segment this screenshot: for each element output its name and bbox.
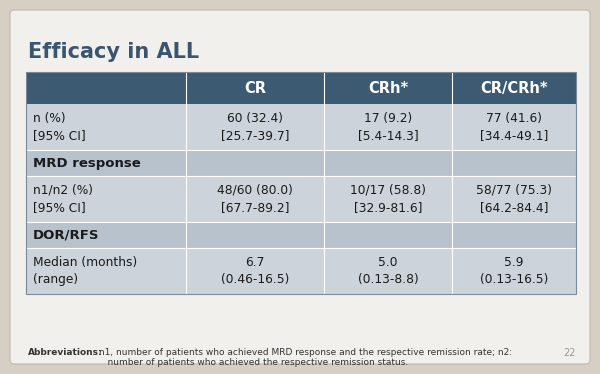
Text: 60 (32.4)
[25.7-39.7]: 60 (32.4) [25.7-39.7] bbox=[221, 112, 289, 142]
Text: Median (months)
(range): Median (months) (range) bbox=[33, 256, 137, 286]
Text: DOR/RFS: DOR/RFS bbox=[33, 229, 100, 242]
Text: CR: CR bbox=[244, 80, 266, 95]
Text: 10/17 (58.8)
[32.9-81.6]: 10/17 (58.8) [32.9-81.6] bbox=[350, 184, 426, 214]
Text: n (%)
[95% CI]: n (%) [95% CI] bbox=[33, 112, 86, 142]
Text: 17 (9.2)
[5.4-14.3]: 17 (9.2) [5.4-14.3] bbox=[358, 112, 418, 142]
Bar bbox=[26, 104, 576, 150]
Bar bbox=[26, 248, 576, 294]
Text: CRh*: CRh* bbox=[368, 80, 408, 95]
Bar bbox=[26, 222, 576, 248]
Bar bbox=[26, 72, 576, 294]
Text: 48/60 (80.0)
[67.7-89.2]: 48/60 (80.0) [67.7-89.2] bbox=[217, 184, 293, 214]
Text: Abbreviations:: Abbreviations: bbox=[28, 348, 103, 357]
Bar bbox=[26, 72, 576, 104]
Bar bbox=[26, 150, 576, 176]
Text: Efficacy in ALL: Efficacy in ALL bbox=[28, 42, 199, 62]
Text: 5.9
(0.13-16.5): 5.9 (0.13-16.5) bbox=[480, 256, 548, 286]
Text: n1, number of patients who achieved MRD response and the respective remission ra: n1, number of patients who achieved MRD … bbox=[96, 348, 512, 367]
Text: 6.7
(0.46-16.5): 6.7 (0.46-16.5) bbox=[221, 256, 289, 286]
Text: 5.0
(0.13-8.8): 5.0 (0.13-8.8) bbox=[358, 256, 418, 286]
Bar bbox=[26, 176, 576, 222]
Text: n1/n2 (%)
[95% CI]: n1/n2 (%) [95% CI] bbox=[33, 184, 93, 214]
Text: 77 (41.6)
[34.4-49.1]: 77 (41.6) [34.4-49.1] bbox=[480, 112, 548, 142]
Text: 58/77 (75.3)
[64.2-84.4]: 58/77 (75.3) [64.2-84.4] bbox=[476, 184, 552, 214]
Text: 22: 22 bbox=[563, 348, 576, 358]
Text: CR/CRh*: CR/CRh* bbox=[480, 80, 548, 95]
FancyBboxPatch shape bbox=[10, 10, 590, 364]
Text: MRD response: MRD response bbox=[33, 156, 141, 169]
